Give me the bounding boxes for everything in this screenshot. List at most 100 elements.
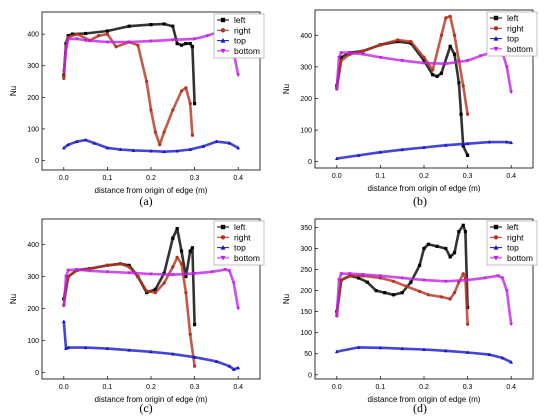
data-point-left [391,293,396,297]
y-tick-label: 200 [27,306,39,313]
series-top [334,140,514,160]
y-tick-label: 300 [27,274,39,281]
y-axis-label: Nu [282,84,291,94]
data-point-right [145,289,149,293]
data-point-left [175,227,179,231]
data-point-right [118,262,123,266]
legend-marker-bottom [220,255,226,261]
data-point-right [175,255,179,259]
y-tick-label: 100 [300,330,312,337]
legend-marker-top [220,244,226,250]
data-point-right [190,133,195,137]
data-point-left [171,236,175,240]
data-point-bottom [227,269,232,273]
data-point-top [356,345,361,349]
data-point-left [426,242,430,246]
data-point-top [422,145,426,149]
data-point-top [170,352,175,356]
data-point-left [339,55,343,59]
y-tick-label: 200 [27,95,39,102]
y-tick-label: 300 [27,63,39,70]
legend-marker-right [220,28,226,33]
data-point-bottom [75,268,79,272]
data-point-left [175,42,179,46]
data-point-top [378,150,383,154]
legend-label-left: left [234,15,246,25]
data-point-bottom [505,289,509,293]
y-tick-label: 350 [300,225,312,232]
data-point-top [236,365,241,370]
data-point-left [461,144,465,148]
legend-label-bottom: bottom [234,253,260,263]
data-point-right [404,284,409,288]
series-left [335,40,470,157]
legend-marker-top [493,35,499,41]
data-point-left [409,280,413,284]
data-point-left [435,74,439,78]
data-point-bottom [75,37,79,41]
data-point-right [75,32,79,36]
data-point-left [162,22,166,26]
data-point-right [466,112,470,116]
data-point-bottom [337,55,341,60]
data-point-right [418,289,422,294]
data-point-top [83,345,88,350]
data-point-right [62,76,66,80]
data-point-bottom [496,274,500,278]
data-point-right [461,272,465,276]
data-point-bottom [483,276,487,280]
data-point-left [374,288,378,293]
data-point-bottom [422,278,426,282]
data-point-bottom [361,273,365,277]
data-point-top [465,350,470,354]
series-line-left [62,22,196,104]
legend-label-right: right [507,23,524,33]
legend-marker-bottom [493,46,499,52]
data-point-left [452,251,457,255]
data-point-top [66,345,70,350]
data-point-bottom [500,276,505,280]
panel-label: (a) [139,194,152,208]
x-tick-label: 0.2 [419,384,429,391]
legend-marker-left [220,17,226,23]
data-point-right [361,49,365,53]
x-tick-label: 0.3 [463,384,473,391]
data-point-right [145,79,149,84]
data-point-bottom [509,322,514,327]
data-point-left [184,42,188,46]
data-point-left [84,31,88,36]
x-tick-label: 0.4 [506,173,516,180]
x-tick-label: 0.1 [376,384,386,391]
data-point-bottom [210,270,214,274]
data-point-left [448,255,452,259]
x-axis-label: distance from origin of edge (m) [368,184,481,193]
data-point-right [439,295,444,299]
data-point-right [452,291,457,295]
series-top [61,138,241,154]
data-point-left [70,32,75,36]
series-bottom [61,29,241,78]
legend-marker-bottom [493,255,499,261]
panel-label: (d) [413,401,427,415]
data-point-left [457,230,461,234]
x-axis-label: distance from origin of edge (m) [368,395,481,404]
data-point-bottom [105,270,110,274]
data-point-top [500,356,505,360]
data-point-bottom [192,271,197,276]
series-line-left [62,227,196,325]
y-tick-label: 100 [300,128,312,135]
y-tick-label: 0 [35,370,39,377]
legend-marker-left [220,224,226,230]
data-point-right [409,40,413,44]
data-point-top [131,148,136,152]
data-point-left [190,246,195,250]
x-tick-label: 0.2 [419,173,429,180]
data-point-left [179,249,184,253]
series-line-bottom [62,29,240,76]
data-point-right [153,130,157,134]
y-tick-label: 0 [308,159,312,166]
x-tick-label: 0.1 [376,173,386,180]
data-point-left [444,246,448,251]
data-point-left [435,244,439,248]
